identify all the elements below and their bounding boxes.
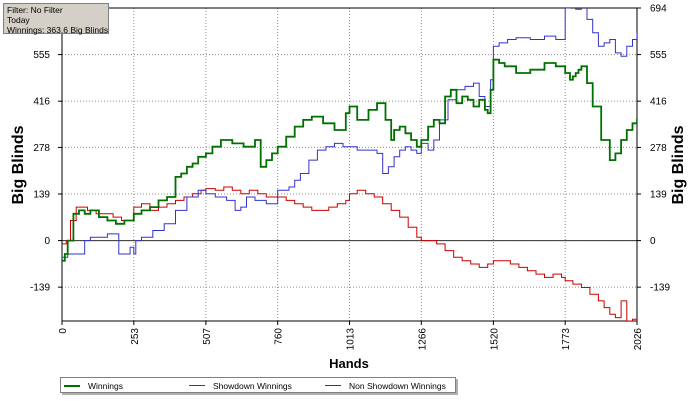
legend-label-winnings: Winnings [88, 380, 123, 391]
y-axis-title-right: Big Blinds [670, 125, 687, 204]
legend-swatch-non-showdown [325, 385, 341, 387]
y-tick-label-right: 139 [650, 189, 667, 200]
y-tick-label-left: 278 [33, 143, 50, 154]
y-tick-label-right: 416 [650, 97, 667, 108]
y-axis-title-left: Big Blinds [10, 125, 27, 204]
series [62, 8, 637, 321]
non-showdown-winnings-line [62, 186, 637, 321]
x-tick-label: 1773 [561, 328, 572, 351]
grid [62, 7, 637, 321]
y-tick-label-right: -139 [650, 283, 670, 294]
filter-text: Filter: No Filter [7, 5, 63, 15]
y-tick-label-right: 0 [650, 236, 656, 247]
x-tick-label: 1266 [417, 328, 428, 351]
x-axis-title: Hands [329, 356, 369, 371]
legend-label-non-showdown: Non Showdown Winnings [349, 380, 446, 391]
filter-info-box: Filter: No Filter Today Winnings: 363.6 … [3, 3, 109, 35]
x-tick-label: 1013 [346, 328, 357, 351]
winnings-line [62, 58, 637, 262]
x-tick-label: 760 [274, 328, 285, 345]
y-tick-label-left: 416 [33, 97, 50, 108]
legend-item-showdown: Showdown Winnings [189, 378, 292, 392]
y-tick-label-left: 139 [33, 189, 50, 200]
y-tick-label-right: 555 [650, 50, 667, 61]
y-tick-label-right: 278 [650, 143, 667, 154]
x-tick-label: 2026 [633, 328, 644, 351]
x-tick-label: 253 [130, 328, 141, 345]
x-tick-label: 0 [58, 328, 69, 334]
period-text: Today [7, 15, 30, 25]
x-tick-label: 1520 [489, 328, 500, 351]
showdown-winnings-line [62, 8, 637, 258]
legend-item-winnings: Winnings [64, 378, 123, 392]
y-tick-label-left: 0 [44, 236, 50, 247]
y-tick-label-left: -139 [30, 283, 50, 294]
legend-label-showdown: Showdown Winnings [213, 380, 292, 391]
y-tick-label-right: 694 [650, 4, 667, 15]
y-tick-label-left: 555 [33, 50, 50, 61]
winnings-text: Winnings: 363.6 Big Blinds [7, 25, 109, 35]
legend: Winnings Showdown Winnings Non Showdown … [60, 377, 456, 393]
legend-swatch-showdown [189, 385, 205, 387]
legend-swatch-winnings [64, 384, 80, 387]
x-tick-label: 507 [202, 328, 213, 345]
legend-item-non-showdown: Non Showdown Winnings [325, 378, 446, 392]
